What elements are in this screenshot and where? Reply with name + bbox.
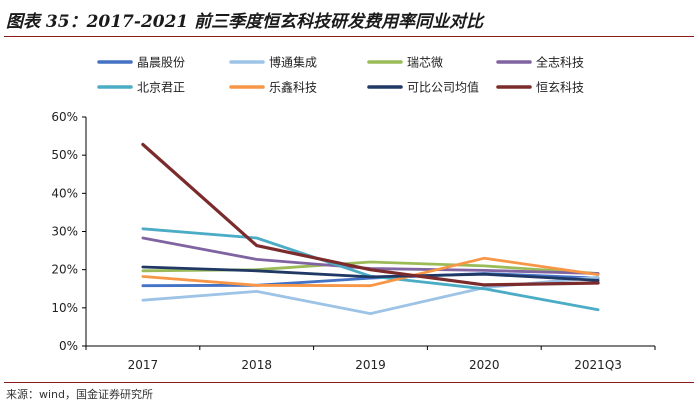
y-tick-label: 40% (51, 186, 78, 200)
legend-label: 瑞芯微 (407, 56, 443, 70)
legend-label: 可比公司均值 (407, 80, 479, 95)
x-tick-label: 2018 (241, 358, 272, 372)
chart-title: 图表 35：2017-2021 前三季度恒玄科技研发费用率同业对比 (6, 12, 484, 32)
line-chart: 0% 10% 20% 30% 40% 50% 60% 2017 2018 2019 2020 2021… (51, 55, 656, 372)
y-tick-label: 0% (59, 339, 78, 353)
legend-label: 乐鑫科技 (269, 80, 317, 95)
x-tick-label: 2017 (128, 358, 159, 372)
legend-label: 全志科技 (536, 55, 584, 70)
y-tick-label: 60% (51, 110, 78, 124)
legend-label: 博通集成 (269, 55, 317, 70)
series-line (141, 256, 600, 288)
x-tick-label: 2020 (469, 358, 500, 372)
footer-rule (4, 382, 694, 383)
legend-label: 北京君正 (137, 81, 185, 95)
series-line (141, 142, 600, 287)
legend-label: 晶晨股份 (137, 56, 185, 70)
x-tick-label: 2019 (355, 358, 386, 372)
y-tick-label: 20% (51, 263, 78, 277)
source-note: 来源：wind，国金证券研究所 (6, 388, 154, 401)
legend-label: 恒玄科技 (536, 80, 584, 95)
title-rule (4, 36, 694, 37)
y-tick-label: 50% (51, 148, 78, 162)
x-tick-label: 2021Q3 (574, 358, 622, 372)
y-tick-label: 30% (51, 225, 78, 239)
series-line (141, 265, 600, 282)
y-tick-label: 10% (51, 301, 78, 315)
